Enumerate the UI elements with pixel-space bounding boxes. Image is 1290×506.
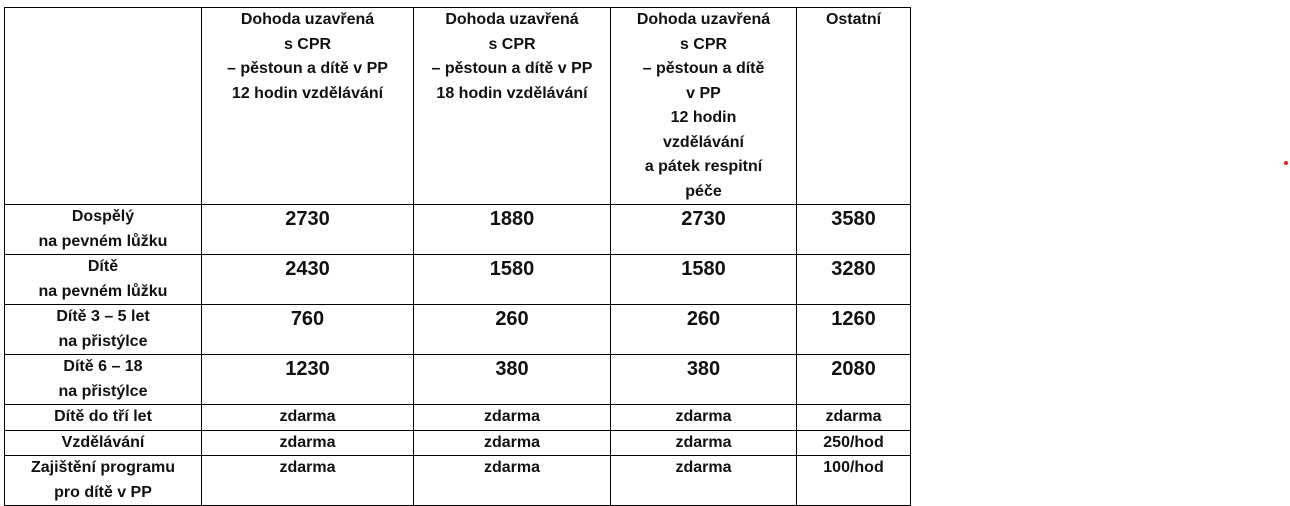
price-cell: 760	[201, 304, 414, 355]
price-cell: 3580	[796, 204, 911, 255]
price-cell: 260	[610, 304, 797, 355]
price-cell: zdarma	[201, 429, 414, 456]
price-cell: zdarma	[413, 429, 611, 456]
price-cell: 3280	[796, 254, 911, 305]
header-cell-empty	[4, 7, 202, 205]
table-row: Dítě 3 – 5 let na přistýlce 760 260 260 …	[4, 304, 911, 355]
price-cell: 100/hod	[796, 455, 911, 506]
price-cell: 1580	[413, 254, 611, 305]
price-cell: 2430	[201, 254, 414, 305]
table-row: Zajištění programu pro dítě v PP zdarma …	[4, 455, 911, 506]
price-cell: zdarma	[413, 404, 611, 431]
price-cell: zdarma	[201, 455, 414, 506]
price-cell: 1230	[201, 354, 414, 405]
row-label: Dítě na pevném lůžku	[4, 254, 202, 305]
row-label: Vzdělávání	[4, 429, 202, 456]
price-cell: zdarma	[413, 455, 611, 506]
header-cell: Dohoda uzavřená s CPR – pěstoun a dítě v…	[413, 7, 611, 205]
table-row: Dítě na pevném lůžku 2430 1580 1580 3280	[4, 254, 911, 305]
table-row: Vzdělávání zdarma zdarma zdarma 250/hod	[4, 429, 911, 456]
price-cell: 380	[610, 354, 797, 405]
row-label: Dospělý na pevném lůžku	[4, 204, 202, 255]
price-cell: zdarma	[610, 455, 797, 506]
price-cell: zdarma	[610, 404, 797, 431]
table-row: Dítě do tří let zdarma zdarma zdarma zda…	[4, 404, 911, 431]
row-label: Zajištění programu pro dítě v PP	[4, 455, 202, 506]
price-cell: 380	[413, 354, 611, 405]
price-cell: 1580	[610, 254, 797, 305]
table-row: Dospělý na pevném lůžku 2730 1880 2730 3…	[4, 204, 911, 255]
table-row: Dítě 6 – 18 na přistýlce 1230 380 380 20…	[4, 354, 911, 405]
header-cell: Dohoda uzavřená s CPR – pěstoun a dítě v…	[610, 7, 797, 205]
price-cell: zdarma	[796, 404, 911, 431]
header-row: Dohoda uzavřená s CPR – pěstoun a dítě v…	[4, 7, 911, 205]
header-cell: Dohoda uzavřená s CPR – pěstoun a dítě v…	[201, 7, 414, 205]
price-cell: 2080	[796, 354, 911, 405]
price-table: Dohoda uzavřená s CPR – pěstoun a dítě v…	[4, 7, 911, 506]
price-cell: 2730	[610, 204, 797, 255]
red-marker-dot	[1284, 161, 1288, 165]
price-cell: 1880	[413, 204, 611, 255]
price-cell: zdarma	[610, 429, 797, 456]
price-cell: zdarma	[201, 404, 414, 431]
row-label: Dítě 6 – 18 na přistýlce	[4, 354, 202, 405]
header-cell: Ostatní	[796, 7, 911, 205]
price-cell: 250/hod	[796, 429, 911, 456]
row-label: Dítě 3 – 5 let na přistýlce	[4, 304, 202, 355]
price-cell: 260	[413, 304, 611, 355]
price-cell: 2730	[201, 204, 414, 255]
row-label: Dítě do tří let	[4, 404, 202, 431]
price-cell: 1260	[796, 304, 911, 355]
